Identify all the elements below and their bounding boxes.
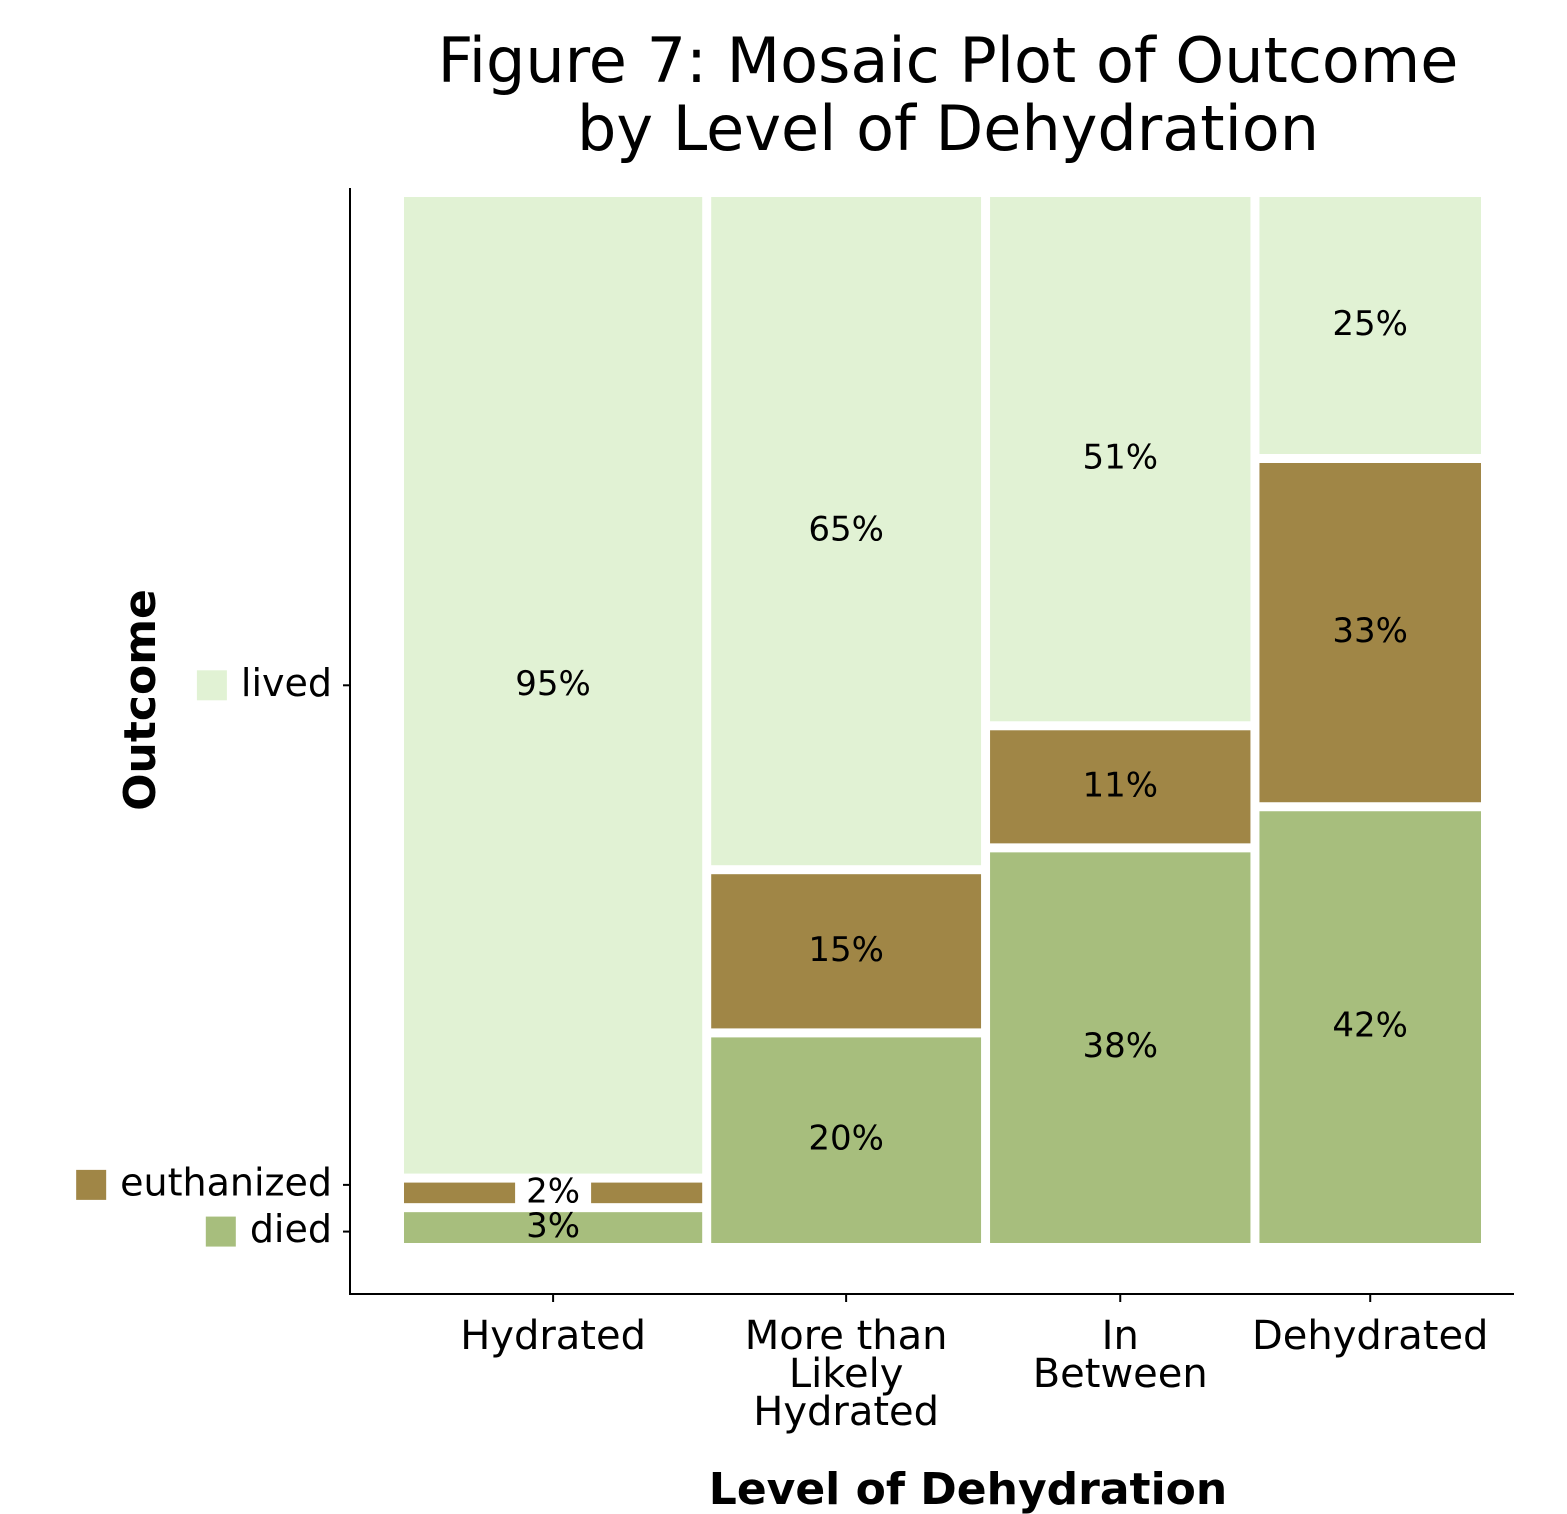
mosaic-tile (711, 1037, 982, 1243)
value-label: 20% (808, 1119, 884, 1159)
mosaic-tile (1259, 197, 1481, 454)
value-label: 65% (808, 510, 884, 550)
mosaic-tile (711, 874, 982, 1029)
mosaic-tile (404, 197, 703, 1174)
x-tick-label: In Between (1033, 1313, 1208, 1397)
x-tick-label: Hydrated (460, 1313, 646, 1359)
y-axis-label: Outcome (115, 589, 166, 811)
y-tick-label: lived (241, 661, 332, 705)
legend-swatch (76, 1169, 107, 1200)
mosaic-tile (1259, 463, 1481, 803)
value-label: 25% (1332, 304, 1408, 344)
mosaic-tile (404, 1212, 703, 1243)
mosaic-tile (990, 852, 1251, 1243)
value-label: 33% (1332, 611, 1408, 651)
chart-title: Figure 7: Mosaic Plot of Outcome by Level… (438, 24, 1459, 165)
value-label: 42% (1332, 1006, 1408, 1046)
x-tick-label: Dehydrated (1252, 1313, 1488, 1359)
value-label: 38% (1082, 1026, 1158, 1066)
value-label: 15% (808, 930, 884, 970)
label-bg (515, 1176, 592, 1209)
value-label: 11% (1082, 765, 1158, 805)
mosaic-tile (990, 197, 1251, 722)
x-tick-label: More than Likely Hydrated (745, 1313, 948, 1435)
value-label: 3% (526, 1206, 580, 1246)
mosaic-tile (1259, 811, 1481, 1243)
legend-swatch (196, 670, 227, 701)
y-tick-label: died (250, 1207, 332, 1251)
mosaic-tile (990, 730, 1251, 844)
y-tick-label: euthanized (120, 1160, 332, 1204)
value-label: 51% (1082, 438, 1158, 478)
value-label: 95% (515, 664, 591, 704)
mosaic-tile (711, 197, 982, 866)
x-axis-label: Level of Dehydration (709, 1464, 1227, 1514)
value-label: 2% (526, 1171, 580, 1211)
legend-swatch (205, 1216, 236, 1247)
